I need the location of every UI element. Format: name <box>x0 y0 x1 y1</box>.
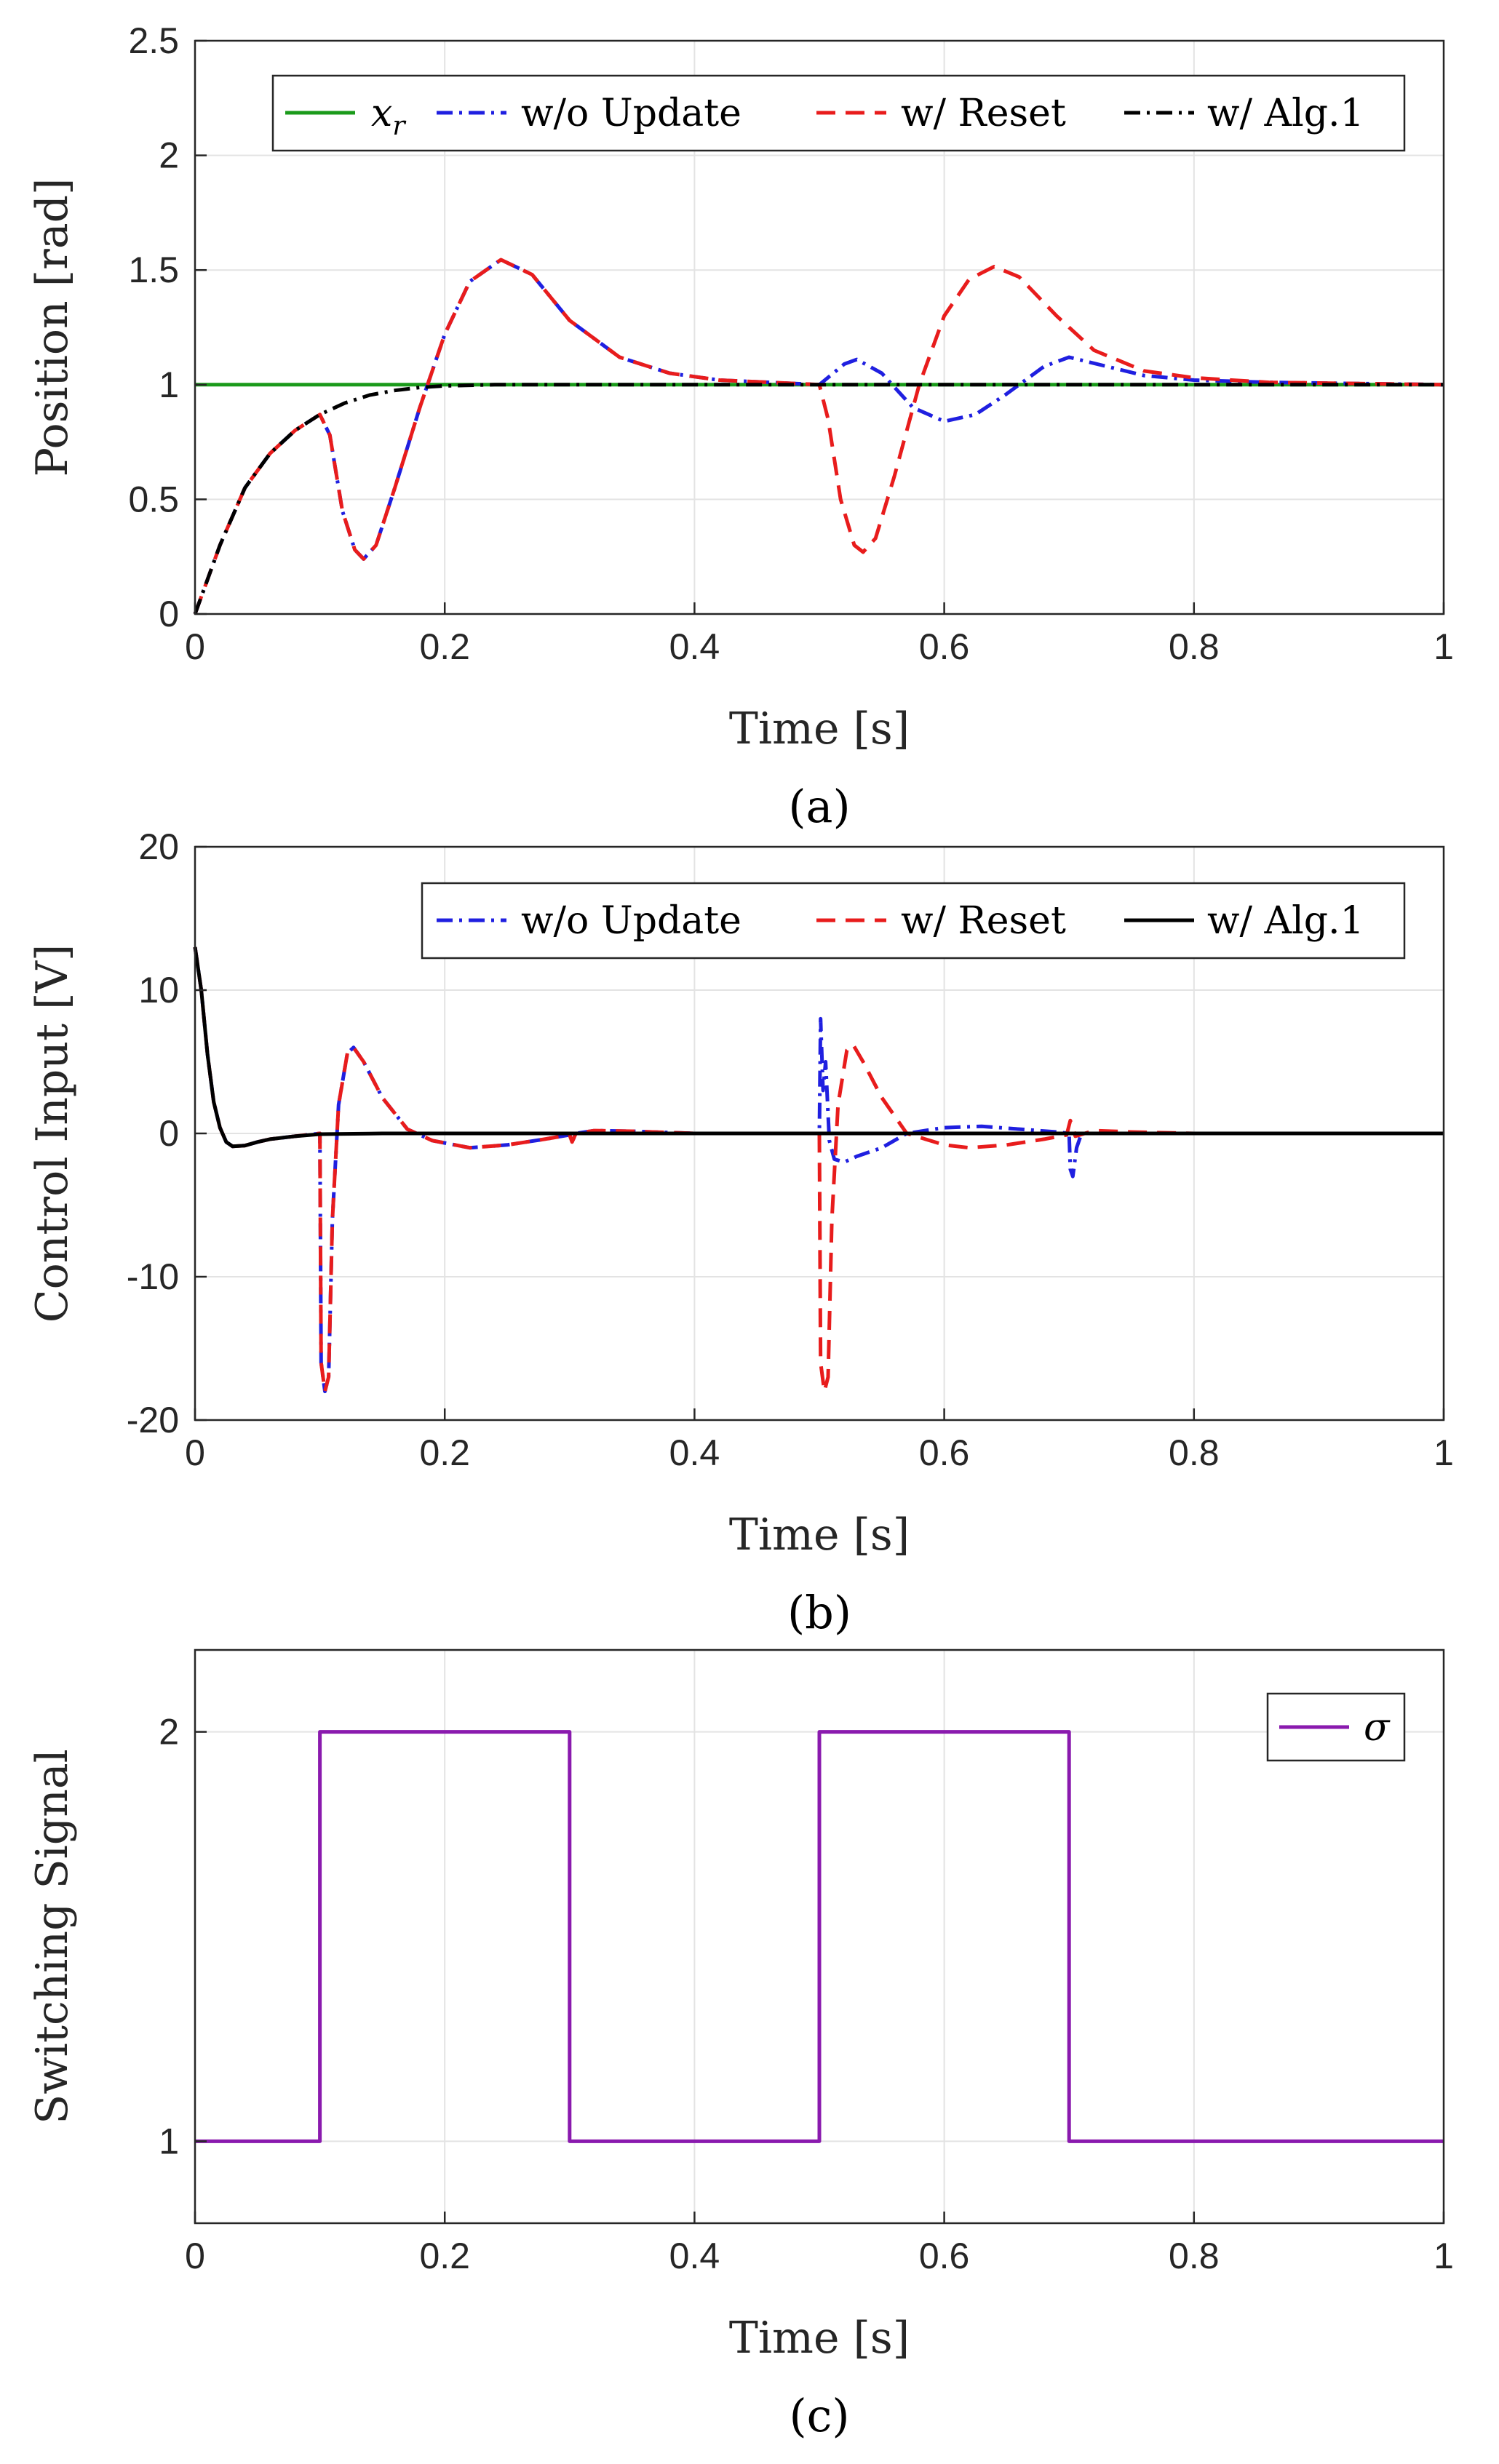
tick-label-y-b-4: 20 <box>138 826 179 867</box>
caption-b: (b) <box>787 1586 851 1639</box>
tick-label-x-b-1: 0.2 <box>419 1432 470 1473</box>
tick-label-y-a-5: 2.5 <box>128 20 179 61</box>
ylabel-b: Control Input [V] <box>27 944 78 1323</box>
legend-label-b-w-alg1: w/ Alg.1 <box>1207 899 1364 943</box>
tick-label-y-a-1: 0.5 <box>128 479 179 519</box>
ylabel-a: Position [rad] <box>27 178 78 477</box>
series-line-b-w-reset <box>193 946 1444 1394</box>
panel-b: 0 0.2 0.4 0.6 0.8 1 -20 -10 0 10 20 Control Input … <box>27 826 1454 1639</box>
tick-label-y-b-0: -20 <box>127 1400 179 1440</box>
panel-a: 0 0.2 0.4 0.6 0.8 1 0 0.5 1 1.5 2 2.5 Position [rad… <box>27 20 1454 833</box>
legend-label-xr-main: x <box>371 92 392 135</box>
xlabel-c: Time [s] <box>729 2313 910 2364</box>
axes-frame-a <box>194 39 1445 615</box>
series-group-a <box>193 258 1444 615</box>
tick-label-y-a-2: 1 <box>159 364 179 405</box>
legend-label-b-wo-update: w/o Update <box>521 899 741 943</box>
tick-label-y-a-0: 0 <box>159 594 179 634</box>
xlabel-a: Time [s] <box>729 703 910 754</box>
xlabel-b: Time [s] <box>729 1510 910 1560</box>
series-line-a-w-o-update <box>193 258 1444 615</box>
tick-label-y-b-2: 0 <box>159 1113 179 1154</box>
tick-labels-c: 0 0.2 0.4 0.6 0.8 1 1 2 <box>159 1712 1454 2276</box>
tick-label-y-b-3: 10 <box>138 970 179 1010</box>
tick-label-x-c-1: 0.2 <box>419 2236 470 2276</box>
legend-label-xr-sub: r <box>392 111 406 141</box>
tick-label-x-b-2: 0.4 <box>669 1432 720 1473</box>
series-line-a-w-alg-1 <box>193 383 1444 615</box>
tick-label-x-a-0: 0 <box>185 626 205 667</box>
tick-label-x-a-5: 1 <box>1434 626 1454 667</box>
tick-label-x-c-0: 0 <box>185 2236 205 2276</box>
series-line-b-w-alg-1 <box>193 946 1444 1149</box>
tick-label-x-b-4: 0.8 <box>1169 1432 1220 1473</box>
legend-label-xr: xr <box>371 92 406 141</box>
tick-label-x-a-3: 0.6 <box>919 626 970 667</box>
tick-label-y-a-4: 2 <box>159 135 179 176</box>
panel-c: 0 0.2 0.4 0.6 0.8 1 1 2 Switching Signal Time [… <box>27 1648 1454 2442</box>
tick-label-x-c-2: 0.4 <box>669 2236 720 2276</box>
legend-label-a-w-alg1: w/ Alg.1 <box>1207 92 1364 135</box>
tick-labels-a: 0 0.2 0.4 0.6 0.8 1 0 0.5 1 1.5 2 2.5 <box>128 20 1453 667</box>
legend-label-b-w-reset: w/ Reset <box>901 899 1066 943</box>
tick-label-y-a-3: 1.5 <box>128 250 179 290</box>
tick-label-x-c-4: 0.8 <box>1169 2236 1220 2276</box>
legend-label-a-wo-update: w/o Update <box>521 92 741 135</box>
tick-label-x-b-0: 0 <box>185 1432 205 1473</box>
tick-labels-b: 0 0.2 0.4 0.6 0.8 1 -20 -10 0 10 20 <box>127 826 1454 1473</box>
tick-label-x-c-5: 1 <box>1434 2236 1454 2276</box>
caption-a: (a) <box>788 780 850 833</box>
tick-label-x-a-1: 0.2 <box>419 626 470 667</box>
legend-a: xr w/o Update w/ Reset w/ Alg.1 <box>271 74 1406 152</box>
tick-label-x-a-4: 0.8 <box>1169 626 1220 667</box>
tick-label-x-b-3: 0.6 <box>919 1432 970 1473</box>
axes-frame-c <box>194 1648 1445 2225</box>
legend-box-b <box>421 882 1406 960</box>
caption-c: (c) <box>789 2389 849 2442</box>
legend-label-sigma: σ <box>1364 1706 1391 1750</box>
tick-label-x-b-5: 1 <box>1434 1432 1454 1473</box>
series-line-c-sigma <box>195 1730 1444 2143</box>
series-line-a-w-reset <box>193 258 1444 615</box>
tick-label-y-c-1: 2 <box>159 1712 179 1753</box>
legend-c: σ <box>1266 1692 1406 1762</box>
tick-label-x-a-2: 0.4 <box>669 626 720 667</box>
legend-b: w/o Update w/ Reset w/ Alg.1 <box>421 882 1406 960</box>
series-group-b <box>193 946 1444 1394</box>
ylabel-c: Switching Signal <box>27 1749 78 2124</box>
tick-label-x-c-3: 0.6 <box>919 2236 970 2276</box>
series-group-c <box>195 1730 1444 2143</box>
legend-label-a-w-reset: w/ Reset <box>901 92 1066 135</box>
tick-label-y-c-0: 1 <box>159 2121 179 2161</box>
tick-label-y-b-1: -10 <box>127 1256 179 1297</box>
